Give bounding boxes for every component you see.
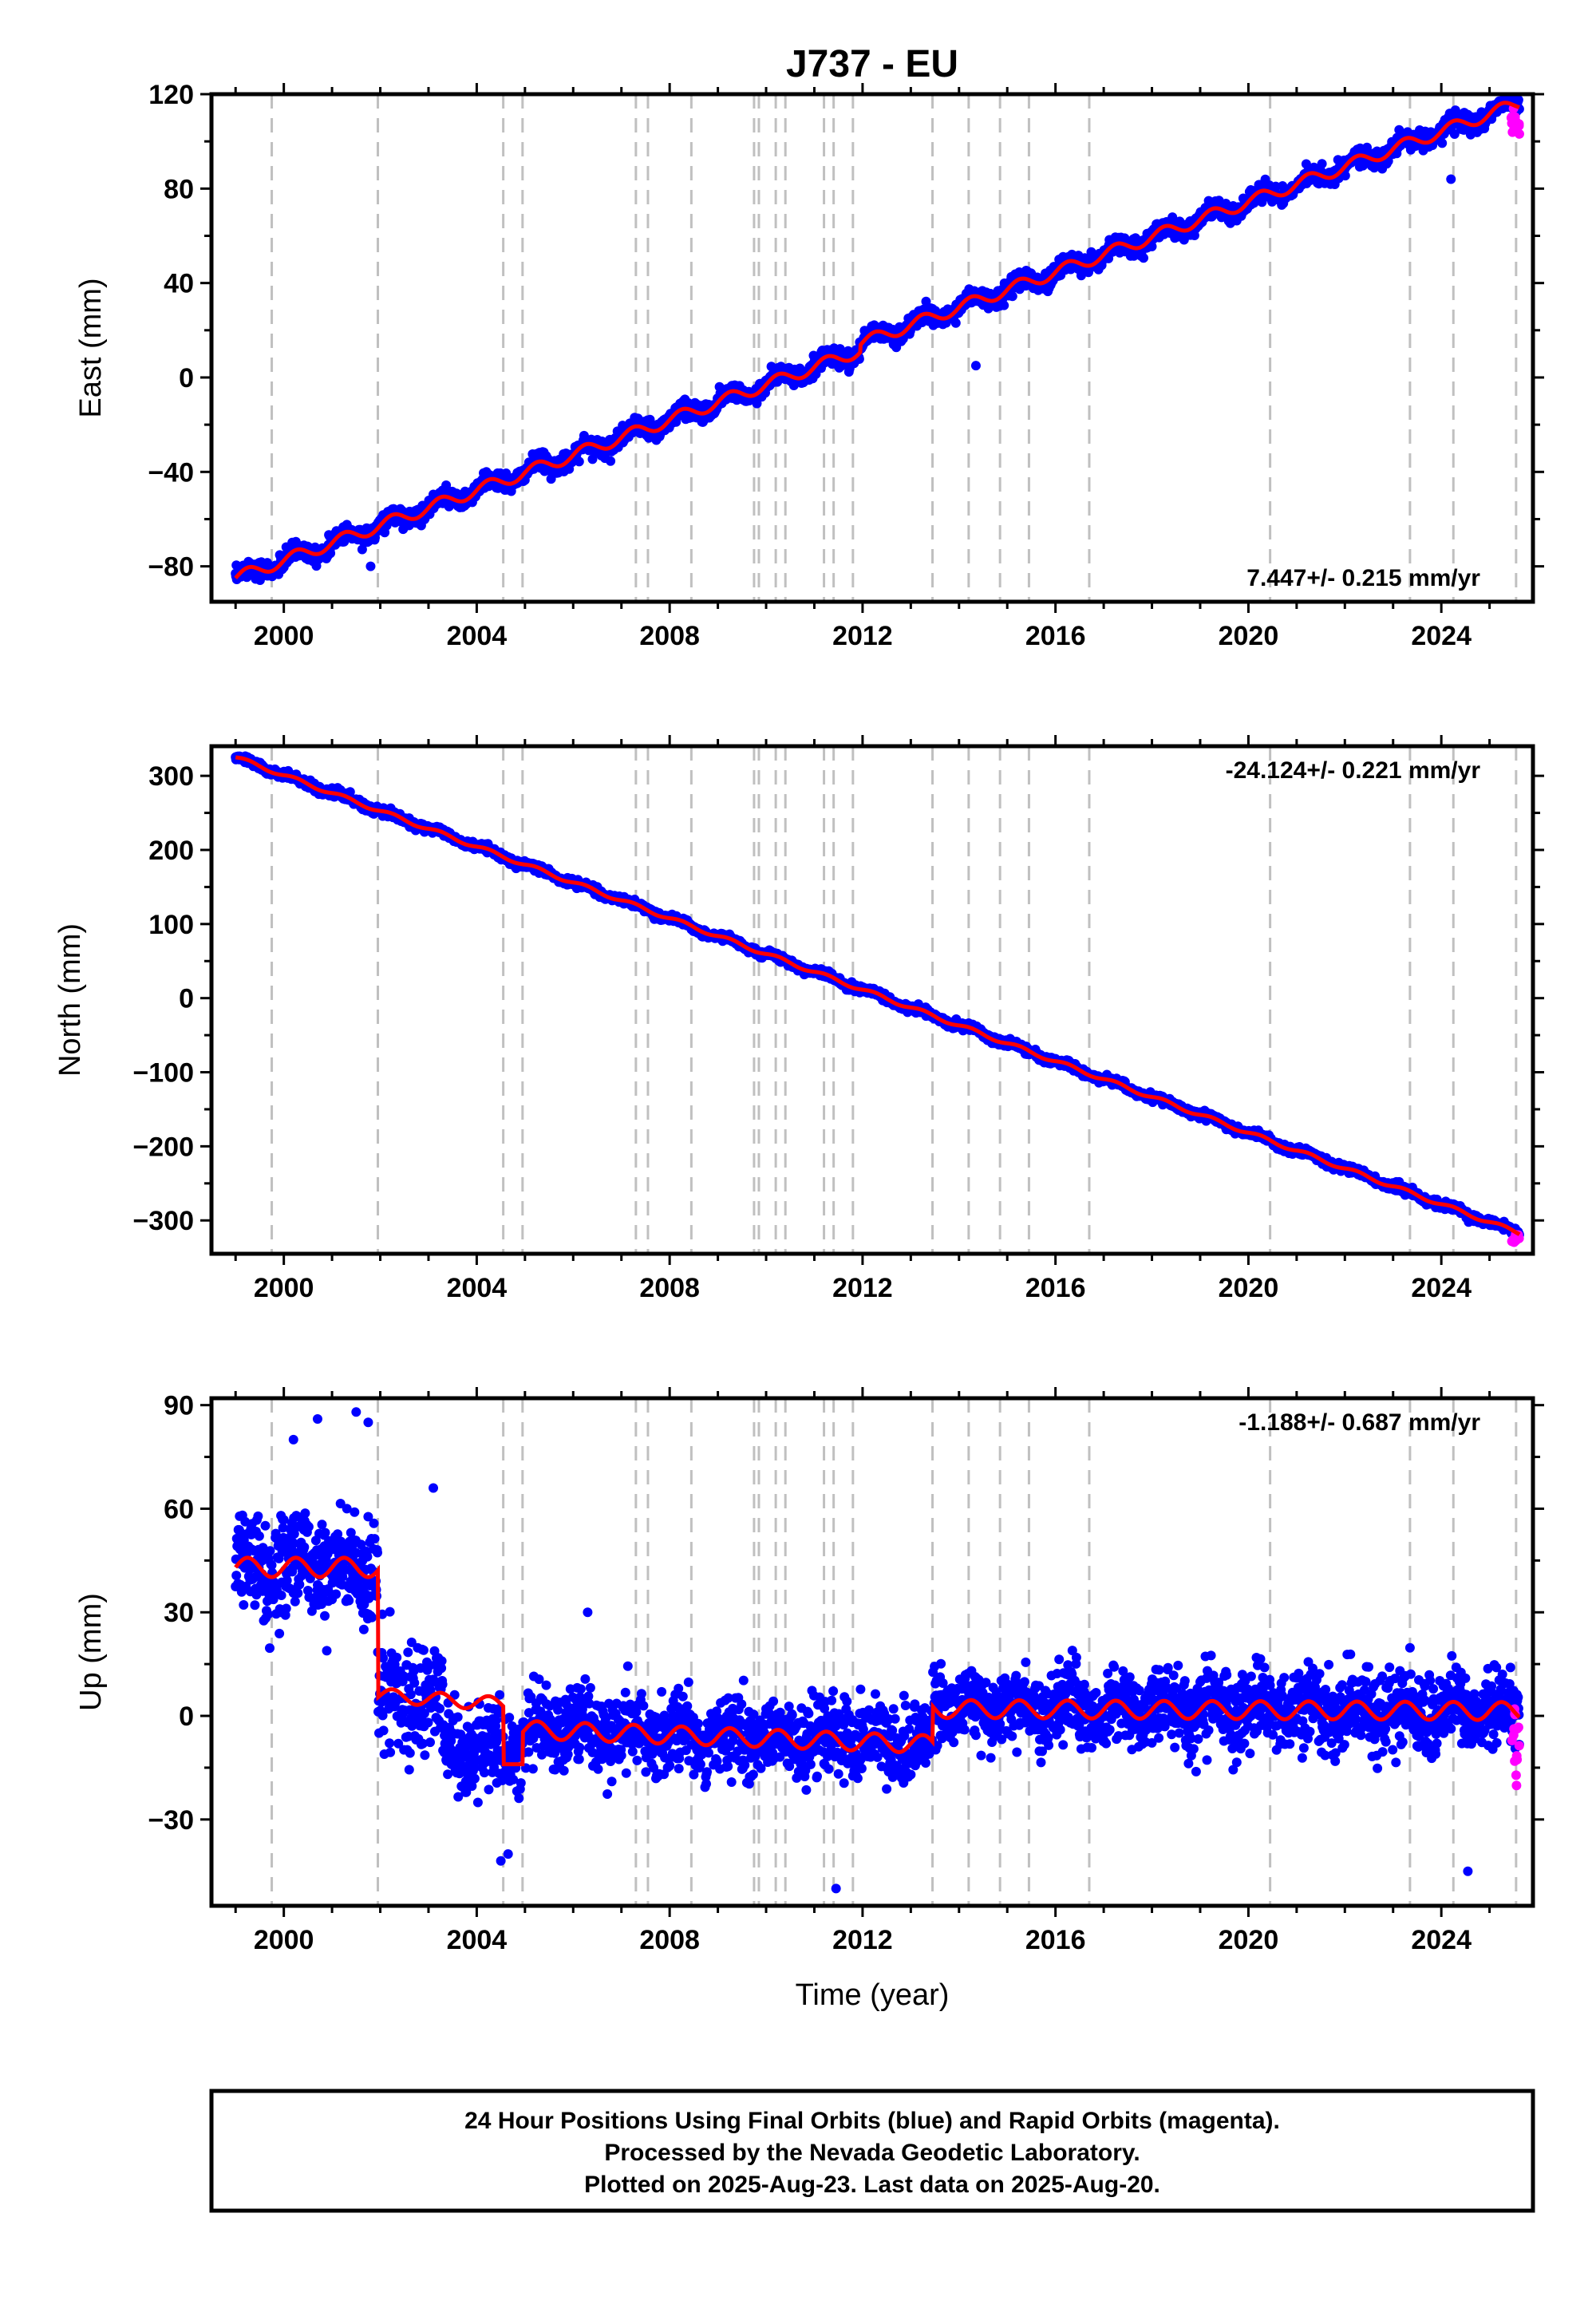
outlier-point [970, 361, 981, 371]
outlier-point [365, 561, 376, 571]
y-tick-label: −80 [148, 552, 194, 583]
x-tick-label: 2004 [447, 621, 508, 651]
outlier-point [1446, 174, 1456, 184]
y-axis-label: East (mm) [74, 278, 108, 417]
rapid-point [1507, 112, 1517, 122]
data-point [1437, 138, 1448, 148]
east-panel: 2000 2004 2008 2012 2016 2020 2024 −80 −40 0 40 80 1… [74, 80, 1544, 651]
y-tick-label: 0 [179, 363, 194, 393]
data-point [1139, 253, 1148, 263]
rate-label: 7.447+/- 0.215 mm/yr [1246, 565, 1480, 591]
y-tick-label: 80 [164, 174, 194, 204]
y-tick-label: 120 [148, 80, 194, 110]
x-tick-label: 2008 [639, 621, 700, 651]
data-point [326, 548, 336, 559]
data-point [645, 414, 655, 425]
data-point [999, 300, 1009, 310]
north-panel: 2000 2004 2008 2012 2016 2020 2024−300−200−100… [53, 735, 1544, 1303]
final-orbit-points [231, 751, 1524, 1243]
rapid-point [1507, 127, 1518, 137]
chart-title: J737 - EU [786, 43, 958, 85]
x-tick-label: 2024 [1411, 621, 1472, 651]
y-tick-label: −40 [148, 457, 194, 488]
data-point [574, 456, 584, 467]
y-axis: −80 −40 0 40 80 120 [148, 80, 1544, 583]
data-point [1317, 159, 1327, 169]
data-point [950, 318, 961, 328]
x-tick-label: 2016 [1025, 621, 1086, 651]
x-tick-label: 2020 [1219, 621, 1279, 651]
data-point [752, 398, 762, 409]
x-tick-label: 2000 [254, 621, 314, 651]
data-point [606, 456, 616, 466]
x-tick-label: 2012 [832, 621, 893, 651]
data-point [587, 454, 598, 464]
y-tick-label: 40 [164, 269, 194, 299]
event-lines [271, 94, 1518, 602]
data-point [1513, 95, 1523, 105]
